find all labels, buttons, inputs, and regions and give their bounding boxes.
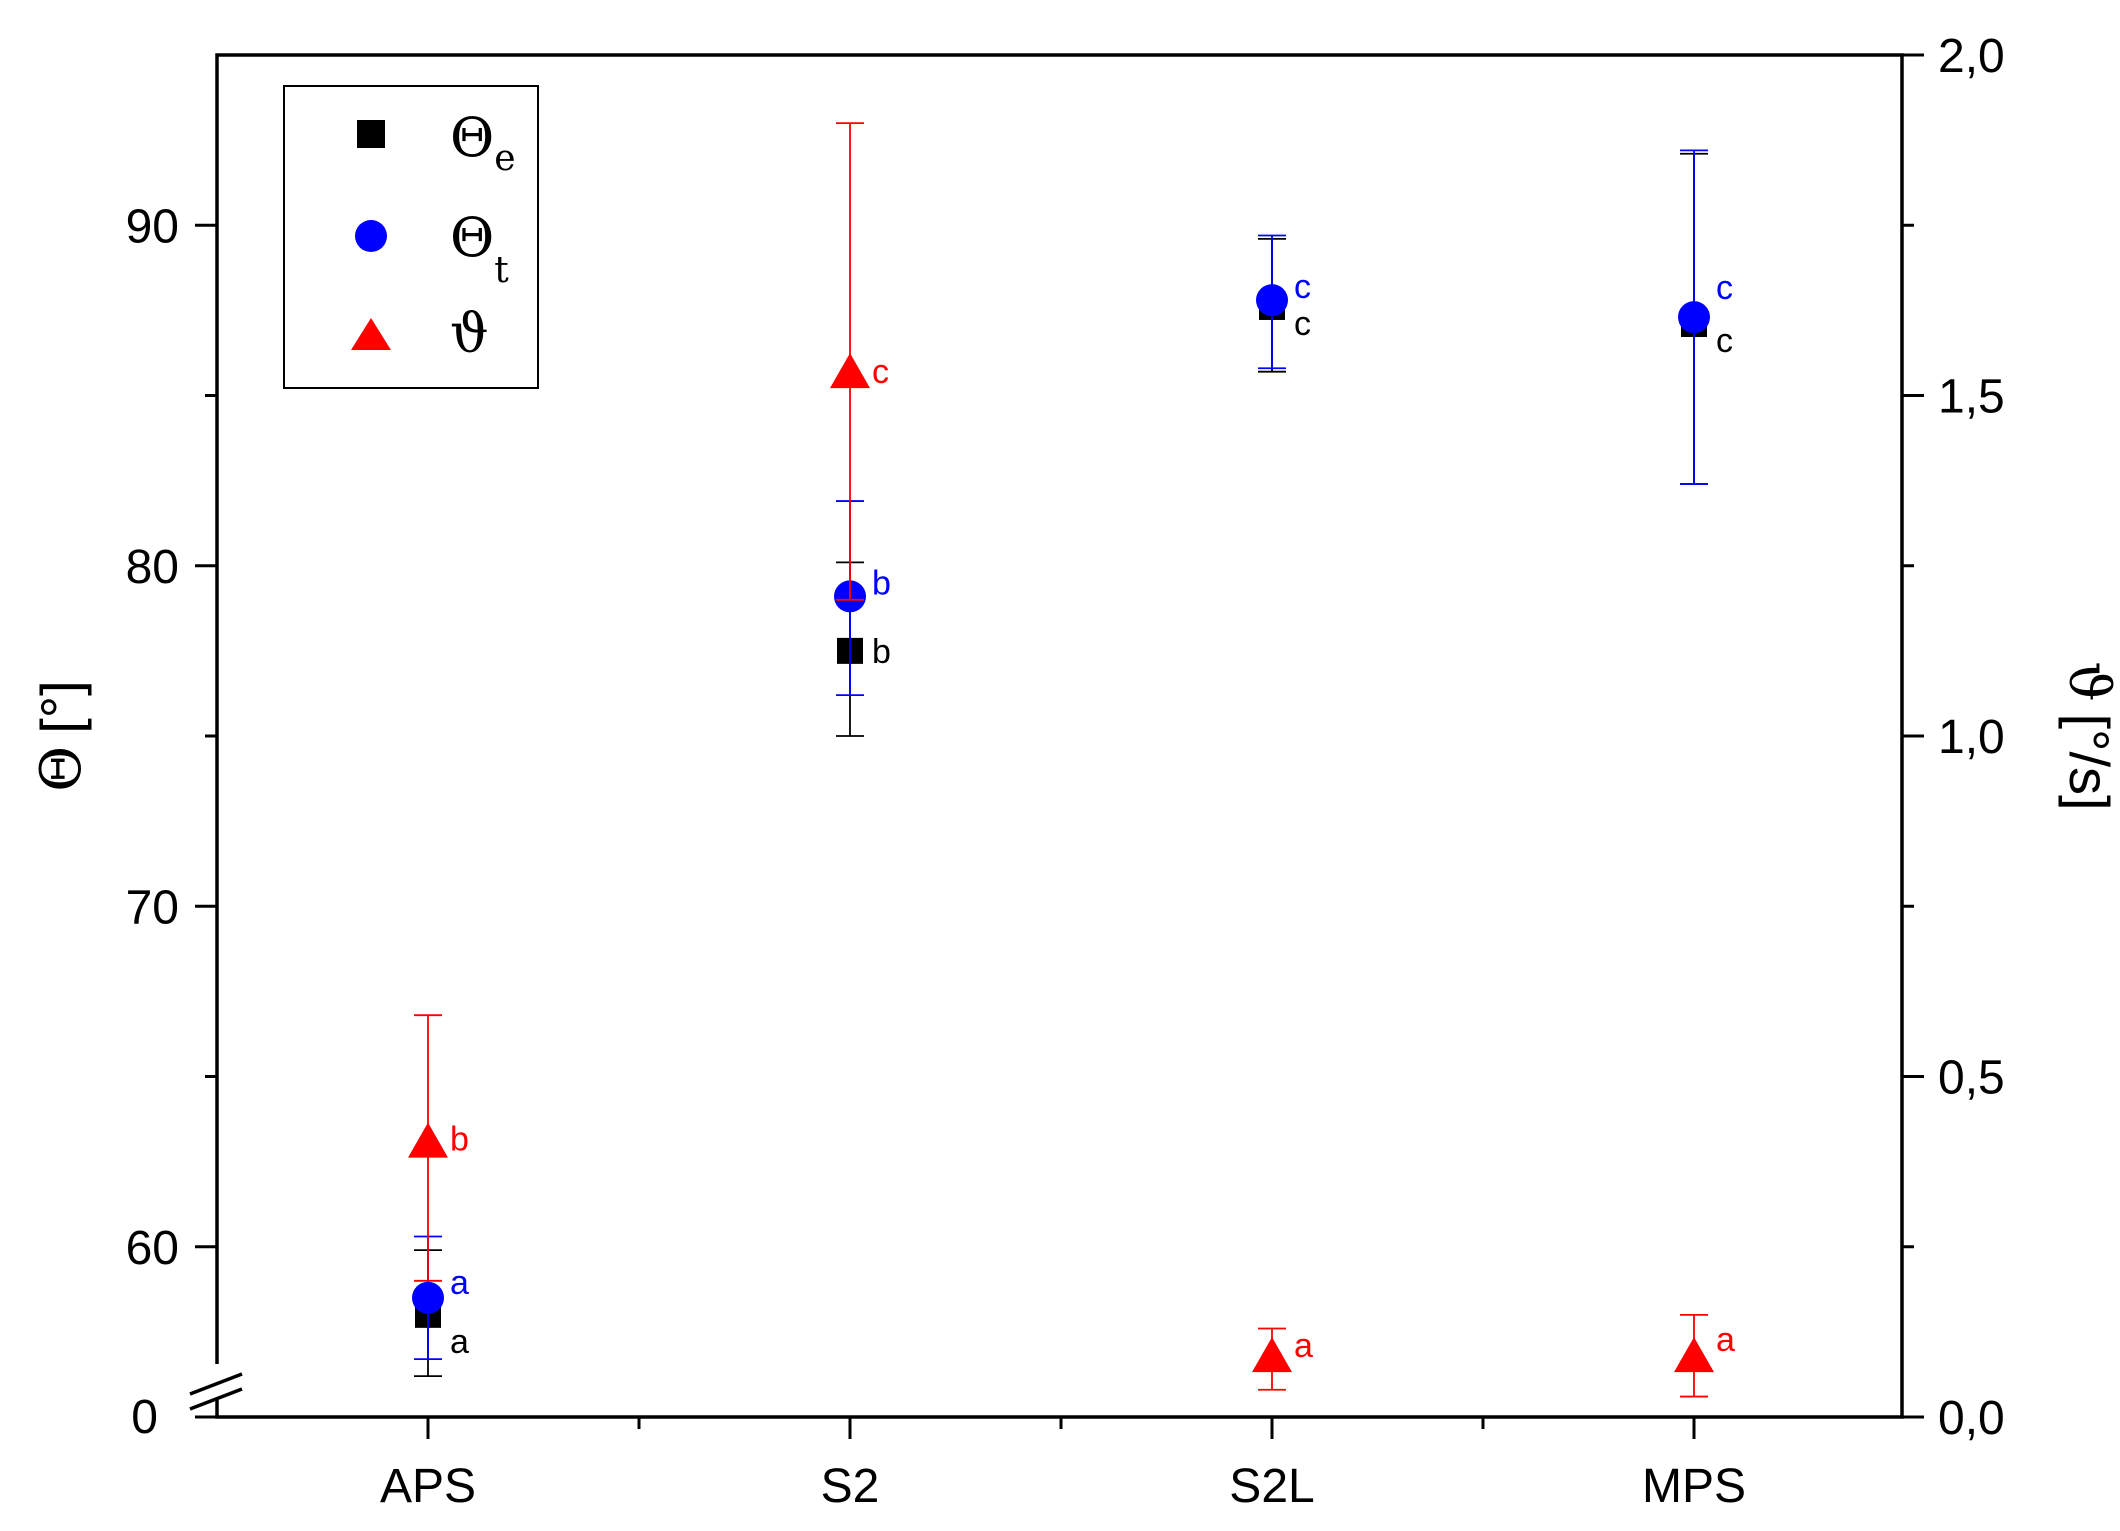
left-axis-title-symbol: Θ bbox=[29, 746, 94, 792]
svg-text:ϑ[°/s]: ϑ [°/s] bbox=[2056, 661, 2120, 810]
left-axis-break bbox=[186, 1364, 246, 1411]
significance-letter-2-s2: c bbox=[872, 353, 889, 391]
left-axis-title-unit: [°] bbox=[29, 680, 92, 734]
significance-letter-2-mps: a bbox=[1716, 1321, 1735, 1359]
series--2: bca a bbox=[408, 122, 1735, 1398]
significance-letter-0-s2: b bbox=[872, 633, 891, 671]
significance-letter-2-aps: b bbox=[450, 1121, 469, 1159]
marker-triangle-mps bbox=[1674, 1337, 1714, 1373]
right-tick-label-0-5: 0,5 bbox=[1938, 1052, 2005, 1105]
significance-letter-1-aps: a bbox=[450, 1264, 469, 1302]
legend-label-vartheta: ϑ bbox=[450, 302, 489, 365]
left-tick-label-80: 80 bbox=[126, 541, 179, 594]
right-axis-title-symbol: ϑ bbox=[2056, 661, 2120, 701]
legend-marker-theta-e bbox=[357, 120, 385, 148]
x-tick-label-s2l: S2L bbox=[1229, 1460, 1314, 1513]
marker-circle-mps bbox=[1678, 301, 1710, 334]
x-tick-label-mps: MPS bbox=[1642, 1460, 1746, 1513]
right-axis-ticks bbox=[1902, 53, 1924, 1419]
left-axis-break-label: 0 bbox=[131, 1391, 158, 1444]
significance-letter-0-s2l: c bbox=[1294, 305, 1311, 343]
left-tick-label-70: 70 bbox=[126, 881, 179, 934]
significance-letter-1-s2l: c bbox=[1294, 268, 1311, 306]
x-tick-label-aps: APS bbox=[380, 1460, 476, 1513]
significance-letter-0-aps: a bbox=[450, 1323, 469, 1361]
significance-letter-2-s2l: a bbox=[1294, 1327, 1313, 1365]
x-axis-labels: APS S2 S2L MPS bbox=[380, 1460, 1746, 1513]
svg-text:Θ[°]: Θ [°] bbox=[29, 680, 94, 791]
left-axis-ticks bbox=[195, 223, 217, 1419]
left-tick-label-90: 90 bbox=[126, 200, 179, 253]
right-axis-tick-labels: 0,0 0,5 1,0 1,5 2,0 bbox=[1938, 30, 2005, 1445]
legend-marker-theta-t bbox=[355, 220, 387, 252]
right-tick-label-0-0: 0,0 bbox=[1938, 1392, 2005, 1445]
right-tick-label-1-0: 1,0 bbox=[1938, 711, 2005, 764]
significance-letter-0-mps: c bbox=[1716, 322, 1733, 360]
significance-letter-1-mps: c bbox=[1716, 269, 1733, 307]
significance-letter-1-s2: b bbox=[872, 564, 891, 602]
legend: Θe Θt ϑ bbox=[283, 85, 539, 389]
right-tick-label-1-5: 1,5 bbox=[1938, 371, 2005, 424]
marker-triangle-s2l bbox=[1252, 1337, 1292, 1373]
right-axis-title: ϑ [°/s] bbox=[2056, 661, 2120, 810]
marker-circle-aps bbox=[412, 1281, 444, 1314]
legend-label-theta-e: Θe bbox=[450, 106, 516, 179]
left-axis-tick-labels: 60 70 80 90 bbox=[126, 200, 179, 1275]
x-tick-label-s2: S2 bbox=[821, 1460, 880, 1513]
legend-label-theta-t: Θt bbox=[450, 206, 509, 291]
marker-triangle-s2 bbox=[830, 353, 870, 389]
left-axis-title: Θ [°] bbox=[29, 680, 94, 791]
legend-box bbox=[283, 85, 539, 389]
legend-marker-vartheta bbox=[351, 318, 391, 350]
right-tick-label-2-0: 2,0 bbox=[1938, 30, 2005, 83]
marker-circle-s2l bbox=[1256, 284, 1288, 317]
marker-triangle-aps bbox=[408, 1122, 448, 1158]
series-e-0: abc c bbox=[414, 152, 1733, 1378]
right-axis-title-unit: [°/s] bbox=[2058, 713, 2120, 810]
x-axis-ticks bbox=[426, 1417, 1696, 1439]
left-tick-label-60: 60 bbox=[126, 1222, 179, 1275]
series-t-1: abc c bbox=[412, 149, 1733, 1361]
